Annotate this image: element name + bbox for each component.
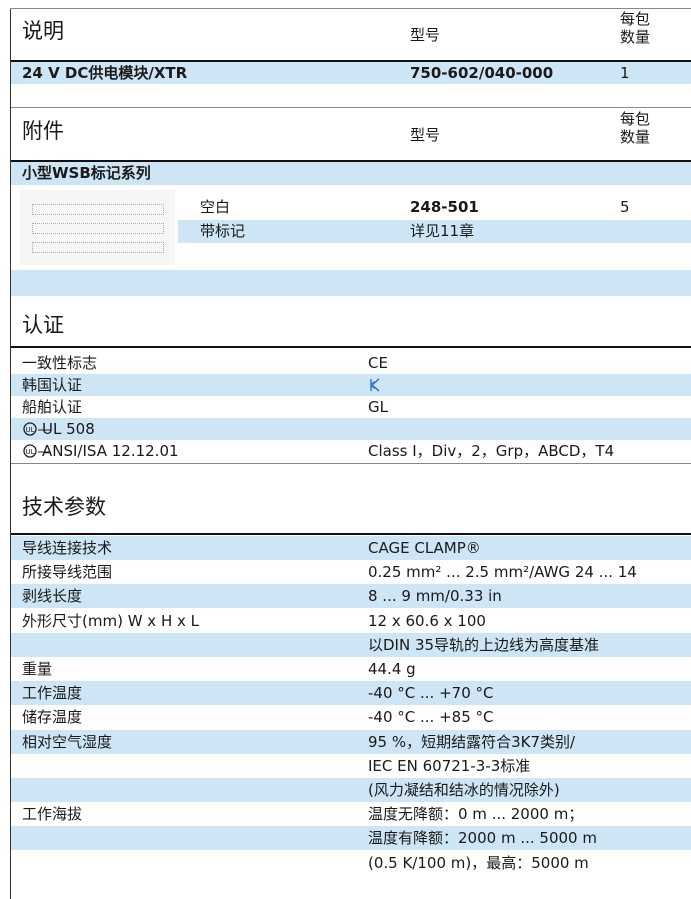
- label: 工作海拔: [22, 805, 83, 824]
- label: 所接导线范围: [22, 563, 113, 582]
- label: 韩国认证: [22, 376, 83, 394]
- label: UL 508: [42, 420, 95, 438]
- label: ANSI/ISA 12.12.01: [42, 442, 179, 460]
- label: 剥线长度: [22, 587, 83, 606]
- row-bg: [10, 681, 691, 706]
- value: Class I，Div，2，Grp，ABCD，T4: [368, 442, 615, 460]
- row-bg: [10, 536, 691, 560]
- svg-text:UL: UL: [25, 426, 34, 434]
- left-border: [10, 8, 11, 899]
- cell: 空白: [200, 198, 231, 216]
- column-header: 数量: [620, 128, 651, 146]
- value: CE: [368, 354, 388, 372]
- marker-strip: [32, 204, 164, 215]
- label: 重量: [22, 660, 53, 678]
- section-divider: [10, 107, 691, 108]
- cell: 750-602/040-000: [410, 64, 554, 82]
- row-bg: [10, 778, 691, 802]
- section-title: 技术参数: [22, 495, 106, 519]
- top-rule: [10, 8, 691, 9]
- section-title: 认证: [22, 313, 64, 337]
- section-rule: [10, 533, 691, 535]
- section-rule: [10, 60, 691, 62]
- row-bg: [10, 418, 691, 440]
- ul-icon: UL: [23, 444, 50, 458]
- row-bg: [10, 374, 691, 396]
- label: 船舶认证: [22, 398, 83, 416]
- svg-text:UL: UL: [25, 448, 34, 456]
- row-bg: [10, 62, 691, 84]
- label: 储存温度: [22, 708, 83, 727]
- row-bg: [10, 632, 691, 657]
- row-bg: [178, 220, 691, 243]
- group-title: 小型WSB标记系列: [22, 164, 151, 182]
- label: 相对空气湿度: [22, 732, 113, 751]
- cell: 详见11章: [410, 222, 475, 240]
- ul-icon: UL: [23, 422, 50, 436]
- column-header: 每包: [620, 110, 651, 128]
- row-bg: [10, 729, 691, 754]
- cell: 1: [620, 64, 630, 82]
- value: 以DIN 35导轨的上边线为高度基准: [368, 635, 600, 654]
- value: IEC EN 60721-3-3标准: [368, 756, 531, 775]
- value: 12 x 60.6 x 100: [368, 611, 486, 630]
- value: 温度有降额：2000 m ... 5000 m: [368, 829, 597, 848]
- marker-strip: [32, 223, 164, 234]
- value: CAGE CLAMP®: [368, 539, 481, 557]
- value: GL: [368, 398, 388, 416]
- marker-image: [20, 190, 175, 265]
- marker-strip: [32, 242, 164, 253]
- value: 0.25 mm² ... 2.5 mm²/AWG 24 ... 14: [368, 563, 637, 582]
- value: 44.4 g: [368, 660, 416, 678]
- column-header: 型号: [410, 126, 441, 144]
- column-header: 每包: [620, 10, 651, 28]
- cell: 248-501: [410, 198, 479, 216]
- value: (风力凝结和结冰的情况除外): [368, 781, 560, 799]
- value: 8 ... 9 mm/0.33 in: [368, 587, 502, 606]
- value: 温度无降额：0 m ... 2000 m；: [368, 805, 584, 824]
- row-bg: [10, 270, 691, 296]
- row-bg: [10, 826, 691, 851]
- section-rule: [10, 346, 691, 348]
- label: 一致性标志: [22, 354, 98, 372]
- label: 外形尺寸(mm) W x H x L: [22, 611, 199, 630]
- column-header: 型号: [410, 26, 441, 44]
- section-title: 附件: [22, 119, 64, 143]
- label: 工作温度: [22, 684, 83, 703]
- kc-icon: [370, 378, 380, 392]
- value: 95 %，短期结露符合3K7类别/: [368, 732, 576, 751]
- value: -40 °C ... +85 °C: [368, 708, 494, 727]
- value: (0.5 K/100 m)，最高：5000 m: [368, 853, 589, 872]
- label: 导线连接技术: [22, 539, 113, 557]
- cell: 24 V DC供电模块/XTR: [22, 64, 188, 82]
- section-rule: [10, 160, 691, 162]
- section-divider: [10, 463, 691, 464]
- cell: 5: [620, 198, 630, 216]
- section-title: 说明: [22, 19, 64, 43]
- column-header: 数量: [620, 28, 651, 46]
- row-bg: [10, 162, 691, 185]
- row-bg: [10, 584, 691, 609]
- value: -40 °C ... +70 °C: [368, 684, 494, 703]
- cell: 带标记: [200, 222, 246, 240]
